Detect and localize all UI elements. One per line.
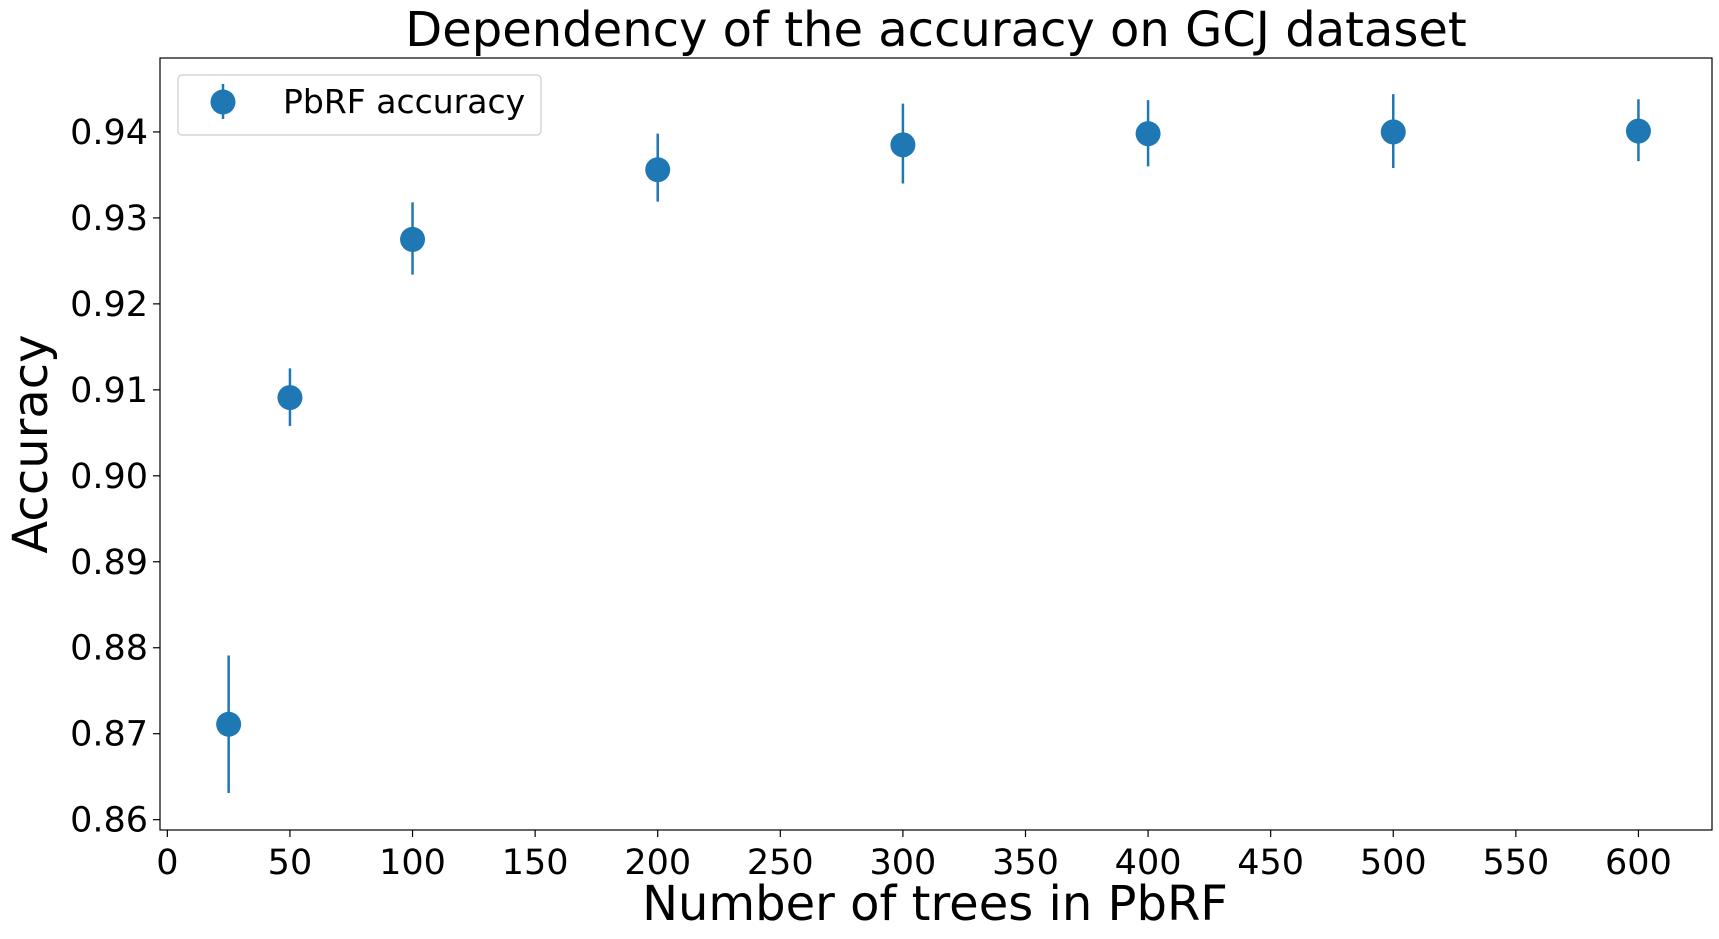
x-axis-label: Number of trees in PbRF [642, 876, 1228, 932]
x-tick-label: 600 [1605, 843, 1672, 883]
x-tick-label: 150 [502, 843, 569, 883]
legend: PbRF accuracy [177, 74, 542, 136]
plot-area: 0 50 100 150 200 250 300 350 400 450 500 550 600 0.8… [70, 57, 1713, 883]
chart-title: Dependency of the accuracy on GCJ datase… [405, 2, 1466, 58]
x-tick-label: 400 [1115, 843, 1182, 883]
y-axis-label: Accuracy [3, 334, 59, 553]
x-tick-label: 500 [1360, 843, 1427, 883]
legend-label: PbRF accuracy [283, 82, 525, 121]
x-tick-label: 0 [156, 843, 178, 883]
x-tick-label: 350 [992, 843, 1059, 883]
x-tick-label: 100 [379, 843, 446, 883]
x-tick-label: 50 [268, 843, 313, 883]
data-point [645, 157, 671, 183]
y-tick-label: 0.93 [70, 199, 148, 239]
x-tick-label: 550 [1482, 843, 1549, 883]
y-tick-label: 0.91 [70, 371, 148, 411]
data-point [1380, 119, 1406, 145]
data-series [216, 94, 1651, 794]
x-tick-label: 200 [624, 843, 691, 883]
legend-marker [210, 89, 236, 115]
data-point [1135, 121, 1161, 147]
y-tick-label: 0.87 [70, 715, 148, 755]
y-axis: 0.86 0.87 0.88 0.89 0.90 0.91 0.92 0.93 0.94 [70, 113, 160, 841]
y-tick-label: 0.94 [70, 113, 148, 153]
plot-frame [159, 57, 1713, 831]
y-tick-label: 0.92 [70, 285, 148, 325]
data-point [277, 385, 303, 411]
data-point [216, 711, 242, 737]
x-tick-label: 450 [1237, 843, 1304, 883]
data-point [400, 226, 426, 252]
x-tick-label: 300 [869, 843, 936, 883]
y-tick-label: 0.89 [70, 543, 148, 583]
y-tick-label: 0.88 [70, 629, 148, 669]
y-tick-label: 0.90 [70, 457, 148, 497]
data-point [1625, 118, 1651, 144]
y-tick-label: 0.86 [70, 801, 148, 841]
x-axis: 0 50 100 150 200 250 300 350 400 450 500 550 600 [156, 830, 1672, 883]
data-point [890, 132, 916, 158]
legend-box [177, 74, 542, 136]
x-tick-label: 250 [747, 843, 814, 883]
